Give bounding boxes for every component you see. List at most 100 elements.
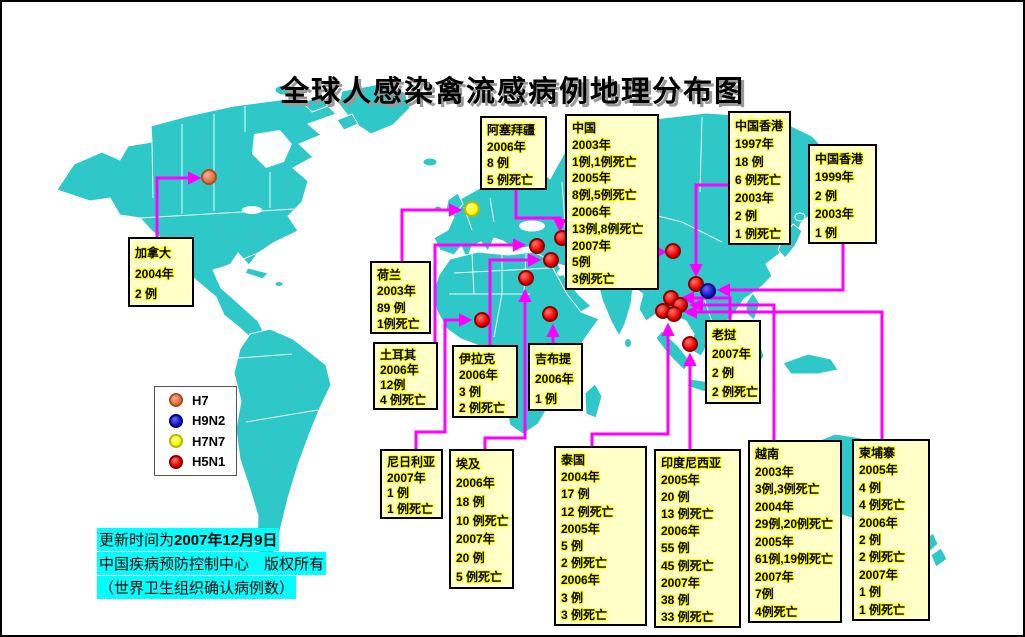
case-stat: 1999年 (815, 170, 854, 185)
legend-marker-h7n7-icon (169, 434, 183, 449)
legend-marker-h5n1-icon (169, 454, 183, 469)
connector-laos (680, 291, 732, 320)
case-stat: 2 例 (815, 188, 838, 203)
case-stat: 2005年 (755, 534, 794, 549)
case-stat: 33 例死亡 (661, 609, 714, 624)
country-name: 伊拉克 (459, 352, 496, 366)
case-stat: 38 例 (661, 592, 690, 607)
case-stat: 18 例 (456, 494, 485, 509)
case-stat: 2004年 (135, 266, 174, 281)
case-stat: 2006年 (561, 573, 600, 588)
info-box-indonesia: 印度尼西亚 2005年 20 例 13 例死亡 2006年 55 例 45 例死亡 2007年… (654, 449, 741, 628)
case-stat: 12例 (380, 378, 406, 392)
info-box-egypt: 埃及 2006年 18 例 10 例死亡 2007年 20 例 5 例死亡 (449, 449, 514, 589)
case-stat: 5 例死亡 (487, 172, 534, 187)
legend-item-h9n2: H9N2 (169, 413, 236, 428)
connector-azerbaijan (514, 190, 567, 233)
case-stat: 8 例 (487, 156, 510, 170)
country-name: 加拿大 (135, 246, 172, 260)
info-box-azerbaijan: 阿塞拜疆 2006年 8 例 5 例死亡 (480, 116, 547, 190)
case-stat: 2 例死亡 (459, 400, 506, 415)
connector-thailand (590, 322, 675, 446)
island-iceland (422, 157, 438, 167)
case-stat: 17 例 (561, 487, 590, 502)
case-stat: 2003年 (572, 137, 611, 152)
connector-egypt (483, 288, 532, 449)
country-name: 土耳其 (380, 348, 417, 362)
case-marker-h5n1-djibouti (542, 306, 558, 322)
legend-item-h5n1: H5N1 (169, 454, 236, 469)
legend-marker-h9n2-icon (169, 413, 183, 428)
case-stat: 1 例 (387, 486, 410, 500)
black-sea (519, 220, 545, 232)
case-stat: 1例死亡 (377, 316, 420, 331)
case-stat: 20 例 (661, 490, 690, 505)
case-marker-h5n1-nigeria (474, 312, 490, 328)
who-note-line: （世界卫生组织确认病例数） (97, 576, 297, 599)
legend: H7 H9N2 H7N7 H5N1 (154, 386, 237, 476)
case-stat: 13 例死亡 (661, 507, 714, 522)
case-stat: 2003年 (815, 207, 854, 222)
island-caribbean (274, 281, 284, 287)
legend-label: H7N7 (192, 433, 226, 449)
case-stat: 45 例死亡 (661, 558, 714, 573)
case-stat: 2005年 (572, 171, 611, 186)
copyright-line: 中国疾病预防控制中心 版权所有 (97, 552, 327, 575)
case-marker-h9n2-hongkong (700, 283, 716, 299)
case-marker-h5n1-turkey (529, 238, 545, 254)
info-box-china: 中国 2003年 1例,1例死亡 2005年 8例,5例死亡 2006年 13例,8例死亡 2… (565, 114, 659, 290)
country-name: 中国香港 (815, 152, 864, 166)
case-stat: 1 例 (859, 585, 882, 600)
case-stat: 2006年 (661, 524, 700, 539)
case-stat: 20 例 (456, 551, 485, 566)
case-stat: 1997年 (735, 137, 774, 151)
country-name: 吉布提 (535, 352, 572, 366)
case-stat: 2006年 (456, 475, 495, 490)
legend-label: H7 (192, 392, 209, 408)
country-name: 老挝 (712, 328, 737, 342)
case-marker-h5n1-se-asia (666, 306, 682, 322)
case-stat: 2007年 (712, 347, 751, 361)
case-stat: 3 例死亡 (561, 607, 608, 622)
case-stat: 4例死亡 (755, 604, 798, 619)
case-stat: 7例 (755, 587, 774, 601)
island-madagascar (584, 383, 603, 419)
info-box-canada: 加拿大 2004年 2 例 (128, 237, 194, 307)
case-stat: 89 例 (377, 300, 406, 315)
country-name: 越南 (755, 447, 780, 461)
legend-label: H9N2 (192, 413, 226, 429)
case-stat: 61例,19例死亡 (755, 552, 834, 566)
case-stat: 4 例死亡 (380, 393, 427, 407)
legend-marker-h7-icon (169, 393, 183, 408)
arctic-island (336, 113, 359, 131)
connector-iraq (488, 253, 542, 345)
info-box-laos: 老挝 2007年 2 例 2 例死亡 (705, 320, 761, 404)
arctic-island (301, 96, 329, 113)
case-stat: 2007年 (387, 470, 426, 485)
case-stat: 5例 (572, 255, 591, 270)
case-stat: 55 例 (661, 541, 690, 556)
update-time-prefix: 更新时间为 (99, 532, 175, 549)
case-stat: 2006年 (535, 372, 574, 386)
case-marker-h5n1-iraq (543, 252, 559, 268)
case-stat: 2 例死亡 (561, 556, 608, 571)
case-stat: 2003年 (377, 284, 416, 299)
island-hokkaido (794, 212, 806, 222)
case-stat: 2006年 (859, 515, 898, 530)
case-stat: 1 例死亡 (387, 501, 434, 516)
update-date: 2007年12月9日 (174, 532, 278, 549)
legend-item-h7n7: H7N7 (169, 434, 236, 449)
connector-hongkong-1 (689, 183, 728, 278)
island-cuba (244, 267, 269, 280)
case-stat: 2006年 (572, 204, 611, 219)
case-stat: 2 例 (859, 532, 882, 547)
country-name: 印度尼西亚 (661, 456, 722, 470)
case-stat: 18 例 (735, 155, 764, 169)
case-stat: 10 例死亡 (456, 513, 509, 528)
connector-nigeria (414, 313, 473, 449)
case-stat: 5 例死亡 (456, 570, 503, 585)
